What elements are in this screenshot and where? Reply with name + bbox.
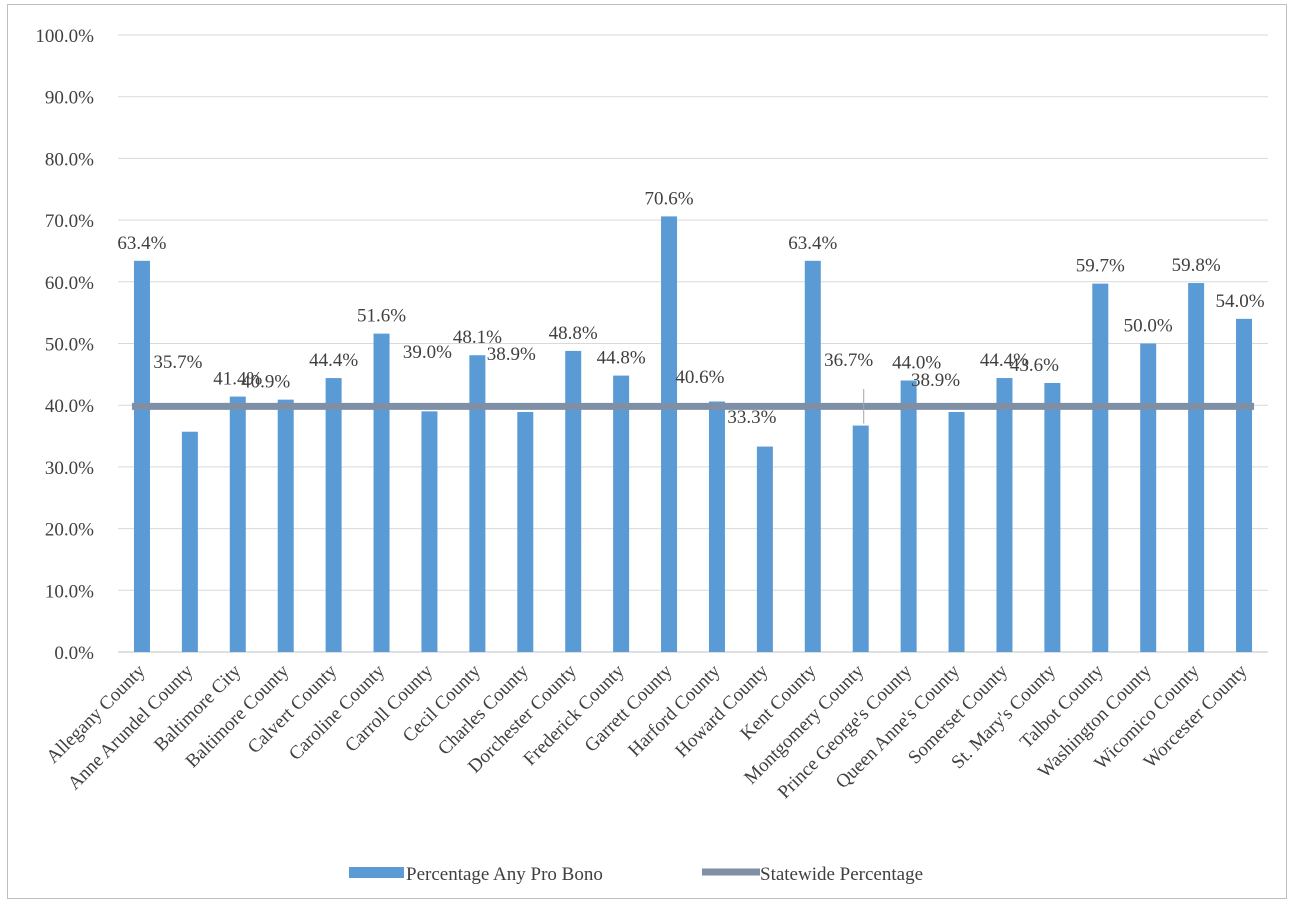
bar xyxy=(1236,318,1253,652)
data-label: 48.1% xyxy=(453,327,502,348)
bar xyxy=(852,425,869,652)
data-label: 70.6% xyxy=(645,188,694,209)
data-label: 44.4% xyxy=(309,350,358,371)
bar xyxy=(1188,283,1205,652)
bar xyxy=(421,411,438,652)
y-tick-label: 0.0% xyxy=(54,643,94,664)
gridlines xyxy=(118,34,1268,653)
data-label: 51.6% xyxy=(357,306,406,327)
data-label: 38.9% xyxy=(487,344,536,365)
bar xyxy=(756,446,773,652)
data-label: 41.4% xyxy=(213,369,262,390)
data-label: 35.7% xyxy=(153,352,202,373)
bar xyxy=(565,350,582,652)
data-label: 63.4% xyxy=(117,233,166,254)
data-label: 44.8% xyxy=(597,348,646,369)
data-label: 43.6% xyxy=(1010,355,1059,376)
bar xyxy=(948,411,965,652)
data-label: 40.6% xyxy=(675,367,724,388)
bar xyxy=(1140,343,1157,652)
data-label: 59.8% xyxy=(1172,255,1221,276)
data-label: 44.4% xyxy=(980,350,1029,371)
data-label: 39.0% xyxy=(403,342,452,363)
data-labels: 63.4% 35.7% 41.4%40.9% 44.4% 51.6% 39.0%48.1%… xyxy=(117,188,1264,428)
chart-frame xyxy=(7,4,1287,899)
data-label: 54.0% xyxy=(1216,291,1265,312)
data-label: 33.3% xyxy=(727,407,776,428)
bar xyxy=(900,380,917,652)
data-label: 36.7% xyxy=(824,350,873,371)
legend: Percentage Any Pro Bono Statewide Percent… xyxy=(349,864,923,885)
legend-swatch-bars xyxy=(349,867,404,878)
bar xyxy=(229,396,246,652)
bar xyxy=(469,355,486,652)
y-axis: 0.0% 10.0% 20.0% 30.0% 40.0% 50.0% 60.0% 70.0% 8… xyxy=(35,26,94,664)
bar xyxy=(996,378,1013,652)
data-label: 48.8% xyxy=(549,323,598,344)
bar xyxy=(373,333,390,652)
y-tick-label: 20.0% xyxy=(45,520,94,541)
bar xyxy=(613,375,630,652)
y-tick-label: 70.0% xyxy=(45,211,94,232)
bar xyxy=(1044,382,1061,652)
bar xyxy=(708,401,725,652)
data-label: 40.9% xyxy=(241,372,290,393)
y-tick-label: 50.0% xyxy=(45,335,94,356)
data-label: 44.0% xyxy=(892,353,941,374)
y-tick-label: 100.0% xyxy=(35,26,94,47)
data-label: 38.9% xyxy=(911,370,960,391)
legend-label-line: Statewide Percentage xyxy=(760,864,923,885)
y-tick-label: 30.0% xyxy=(45,458,94,479)
bar xyxy=(277,399,294,652)
y-tick-label: 90.0% xyxy=(45,88,94,109)
y-tick-label: 40.0% xyxy=(45,396,94,417)
legend-label-bars: Percentage Any Pro Bono xyxy=(406,864,603,885)
bar xyxy=(661,216,678,652)
bar xyxy=(1092,283,1109,652)
bar xyxy=(517,411,534,652)
bar xyxy=(181,431,198,652)
data-label: 50.0% xyxy=(1124,316,1173,337)
bar xyxy=(325,378,342,652)
data-label: 59.7% xyxy=(1076,256,1125,277)
bar xyxy=(133,260,150,652)
data-label: 63.4% xyxy=(788,233,837,254)
bars xyxy=(133,216,1253,652)
y-tick-label: 10.0% xyxy=(45,581,94,602)
y-tick-label: 80.0% xyxy=(45,149,94,170)
bar xyxy=(804,260,821,652)
y-tick-label: 60.0% xyxy=(45,273,94,294)
